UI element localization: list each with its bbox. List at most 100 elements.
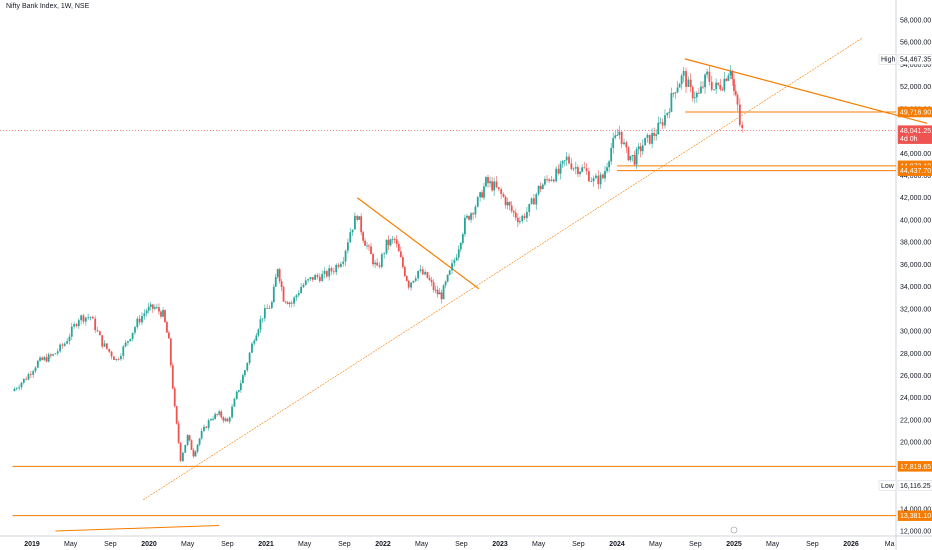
candle-body <box>704 74 706 88</box>
candle-body <box>436 289 439 295</box>
x-tick-label: Sep <box>455 541 468 548</box>
candle-body <box>397 244 400 252</box>
trendline <box>356 197 480 290</box>
candle-body <box>399 251 402 258</box>
candle-body <box>127 341 129 343</box>
candle-body <box>68 336 71 342</box>
candle-body <box>190 440 193 450</box>
candle-body <box>186 435 189 445</box>
candle-body <box>734 90 737 95</box>
candle-body <box>167 332 170 339</box>
candle-body <box>145 310 148 314</box>
candle-body <box>349 232 352 243</box>
candle-body <box>590 181 593 183</box>
candle-body <box>657 122 660 135</box>
candle-body <box>166 322 168 333</box>
candle-body <box>207 420 210 428</box>
candle-body <box>309 277 312 280</box>
candle-body <box>43 357 46 360</box>
candle-body <box>485 177 487 187</box>
candle-body <box>592 178 595 182</box>
candle-body <box>25 378 28 380</box>
price-tag-box <box>897 53 932 65</box>
candle-body <box>84 317 87 322</box>
candle-body <box>224 418 227 421</box>
y-tick-label: 30,000.00 <box>900 329 931 336</box>
candle-body <box>599 174 602 185</box>
candle-body <box>311 277 314 280</box>
candle-body <box>464 217 466 235</box>
candle-body <box>162 310 164 317</box>
candle-body <box>629 155 632 161</box>
candle-body <box>606 167 608 172</box>
event-marker-icon <box>730 526 738 534</box>
candle-body <box>678 84 681 88</box>
candle-body <box>56 351 59 354</box>
candle-body <box>741 124 744 128</box>
candle-body <box>108 348 111 352</box>
candle-body <box>572 168 575 170</box>
candle-body <box>528 203 531 212</box>
candle-body <box>500 189 503 195</box>
x-tick-label: 2019 <box>24 541 40 548</box>
candle-body <box>557 168 560 174</box>
candle-body <box>682 70 685 76</box>
candle-body <box>442 285 445 300</box>
candle-body <box>719 84 722 90</box>
candle-body <box>550 179 553 181</box>
candle-body <box>278 269 281 282</box>
candle-body <box>39 357 41 361</box>
candle-body <box>32 371 35 375</box>
candle-body <box>255 335 258 341</box>
candle-body <box>205 426 208 428</box>
candle-body <box>22 378 25 383</box>
candle-body <box>293 297 295 304</box>
candle-body <box>506 202 509 206</box>
candle-body <box>666 112 669 116</box>
candle-body <box>143 313 146 317</box>
candle-body <box>282 287 285 302</box>
candle-body <box>457 249 460 258</box>
candle-body <box>715 82 718 90</box>
candle-body <box>521 215 524 222</box>
candle-body <box>693 97 696 99</box>
candle-body <box>403 266 406 276</box>
y-tick-label: 12,000.00 <box>900 529 931 536</box>
candle-body <box>518 221 521 223</box>
candle-body <box>276 269 279 278</box>
candle-body <box>602 174 604 179</box>
price-tag-box <box>897 106 932 118</box>
candle-body <box>729 71 732 76</box>
candle-body <box>700 86 702 94</box>
candle-body <box>655 134 658 136</box>
candle-body <box>412 280 415 283</box>
candle-body <box>702 86 704 88</box>
candle-body <box>376 262 379 266</box>
candle-body <box>612 137 615 149</box>
candle-body <box>670 93 673 112</box>
candles-group <box>13 65 744 463</box>
candle-body <box>138 318 141 323</box>
candle-body <box>261 318 264 320</box>
y-tick-label: 28,000.00 <box>900 351 931 358</box>
candle-body <box>476 197 479 207</box>
x-tick-label: 2024 <box>609 541 625 548</box>
candle-body <box>597 175 600 185</box>
candle-body <box>401 257 404 267</box>
candle-body <box>565 156 568 161</box>
candle-body <box>302 284 305 287</box>
y-tick-label: 32,000.00 <box>900 306 931 313</box>
x-tick-label: May <box>64 541 78 548</box>
x-tick-label: May <box>298 541 312 548</box>
candle-body <box>541 184 544 190</box>
candle-body <box>155 307 158 308</box>
candle-body <box>438 292 441 295</box>
candle-body <box>674 92 677 94</box>
y-tick-label: 42,000.00 <box>900 195 931 202</box>
candle-body <box>410 282 412 288</box>
candle-body <box>559 163 562 174</box>
candle-body <box>34 367 37 372</box>
candle-body <box>504 196 507 206</box>
candle-body <box>347 242 349 251</box>
